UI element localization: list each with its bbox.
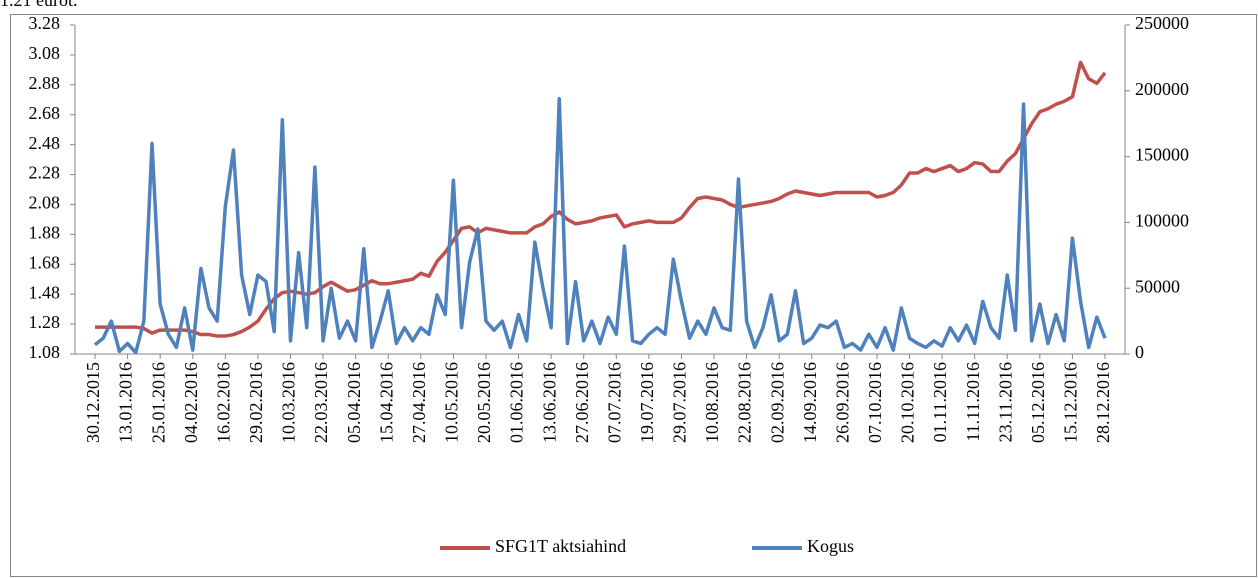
- x-tick-label: 11.11.2016: [963, 362, 983, 442]
- y-tick-label: 3.28: [29, 13, 61, 33]
- x-tick-label: 04.02.2016: [181, 362, 201, 443]
- x-tick-label: 10.05.2016: [442, 362, 462, 443]
- x-tick-label: 27.06.2016: [572, 362, 592, 443]
- x-tick-label: 07.10.2016: [865, 362, 885, 443]
- x-tick-label: 10.03.2016: [279, 362, 299, 443]
- series-line: [93, 96, 1107, 355]
- x-tick-label: 25.01.2016: [148, 362, 168, 443]
- y-tick-label: 1.88: [29, 222, 61, 242]
- x-tick-label: 15.12.2016: [1061, 362, 1081, 443]
- x-tick-label: 05.04.2016: [344, 362, 364, 443]
- y2-tick-label: 200000: [1135, 79, 1189, 99]
- x-tick-label: 15.04.2016: [376, 362, 396, 443]
- x-tick-label: 23.11.2016: [995, 362, 1015, 442]
- x-tick-label: 19.07.2016: [637, 362, 657, 443]
- x-tick-label: 20.10.2016: [898, 362, 918, 443]
- x-tick-label: 22.08.2016: [735, 362, 755, 443]
- x-tick-label: 02.09.2016: [767, 362, 787, 443]
- x-tick-label: 22.03.2016: [311, 362, 331, 443]
- series-line: [95, 60, 1107, 338]
- x-tick-label: 29.07.2016: [670, 362, 690, 443]
- y-tick-label: 1.08: [29, 342, 61, 362]
- x-tick-label: 29.02.2016: [246, 362, 266, 443]
- x-tick-label: 26.09.2016: [832, 362, 852, 443]
- y-tick-label: 2.08: [29, 193, 61, 213]
- x-tick-label: 01.11.2016: [930, 362, 950, 442]
- x-tick-label: 30.12.2015: [83, 362, 103, 443]
- y-tick-label: 1.28: [29, 312, 61, 332]
- x-tick-label: 27.04.2016: [409, 362, 429, 443]
- x-tick-label: 14.09.2016: [800, 362, 820, 443]
- y2-tick-label: 100000: [1135, 211, 1189, 231]
- x-tick-label: 01.06.2016: [507, 362, 527, 443]
- legend-label: Kogus: [807, 536, 854, 556]
- x-tick-label: 20.05.2016: [474, 362, 494, 443]
- x-tick-label: 10.08.2016: [702, 362, 722, 443]
- annotation: 1.21 eurot.: [0, 0, 77, 10]
- chart-frame: [10, 14, 1257, 577]
- y2-tick-label: 0: [1135, 342, 1144, 362]
- y2-tick-label: 50000: [1135, 276, 1180, 296]
- y-tick-label: 3.08: [29, 43, 61, 63]
- y-tick-label: 2.88: [29, 73, 61, 93]
- x-tick-label: 13.06.2016: [539, 362, 559, 443]
- y-tick-label: 2.68: [29, 103, 61, 123]
- y-tick-label: 1.68: [29, 252, 61, 272]
- x-tick-label: 28.12.2016: [1093, 362, 1113, 443]
- x-tick-label: 05.12.2016: [1028, 362, 1048, 443]
- x-tick-label: 07.07.2016: [604, 362, 624, 443]
- x-tick-label: 16.02.2016: [213, 362, 233, 443]
- y2-tick-label: 250000: [1135, 13, 1189, 33]
- y-tick-label: 2.28: [29, 163, 61, 183]
- y-tick-label: 2.48: [29, 133, 61, 153]
- x-tick-label: 13.01.2016: [116, 362, 136, 443]
- y-tick-label: 1.48: [29, 282, 61, 302]
- legend-label: SFG1T aktsiahind: [495, 536, 626, 556]
- y2-tick-label: 150000: [1135, 145, 1189, 165]
